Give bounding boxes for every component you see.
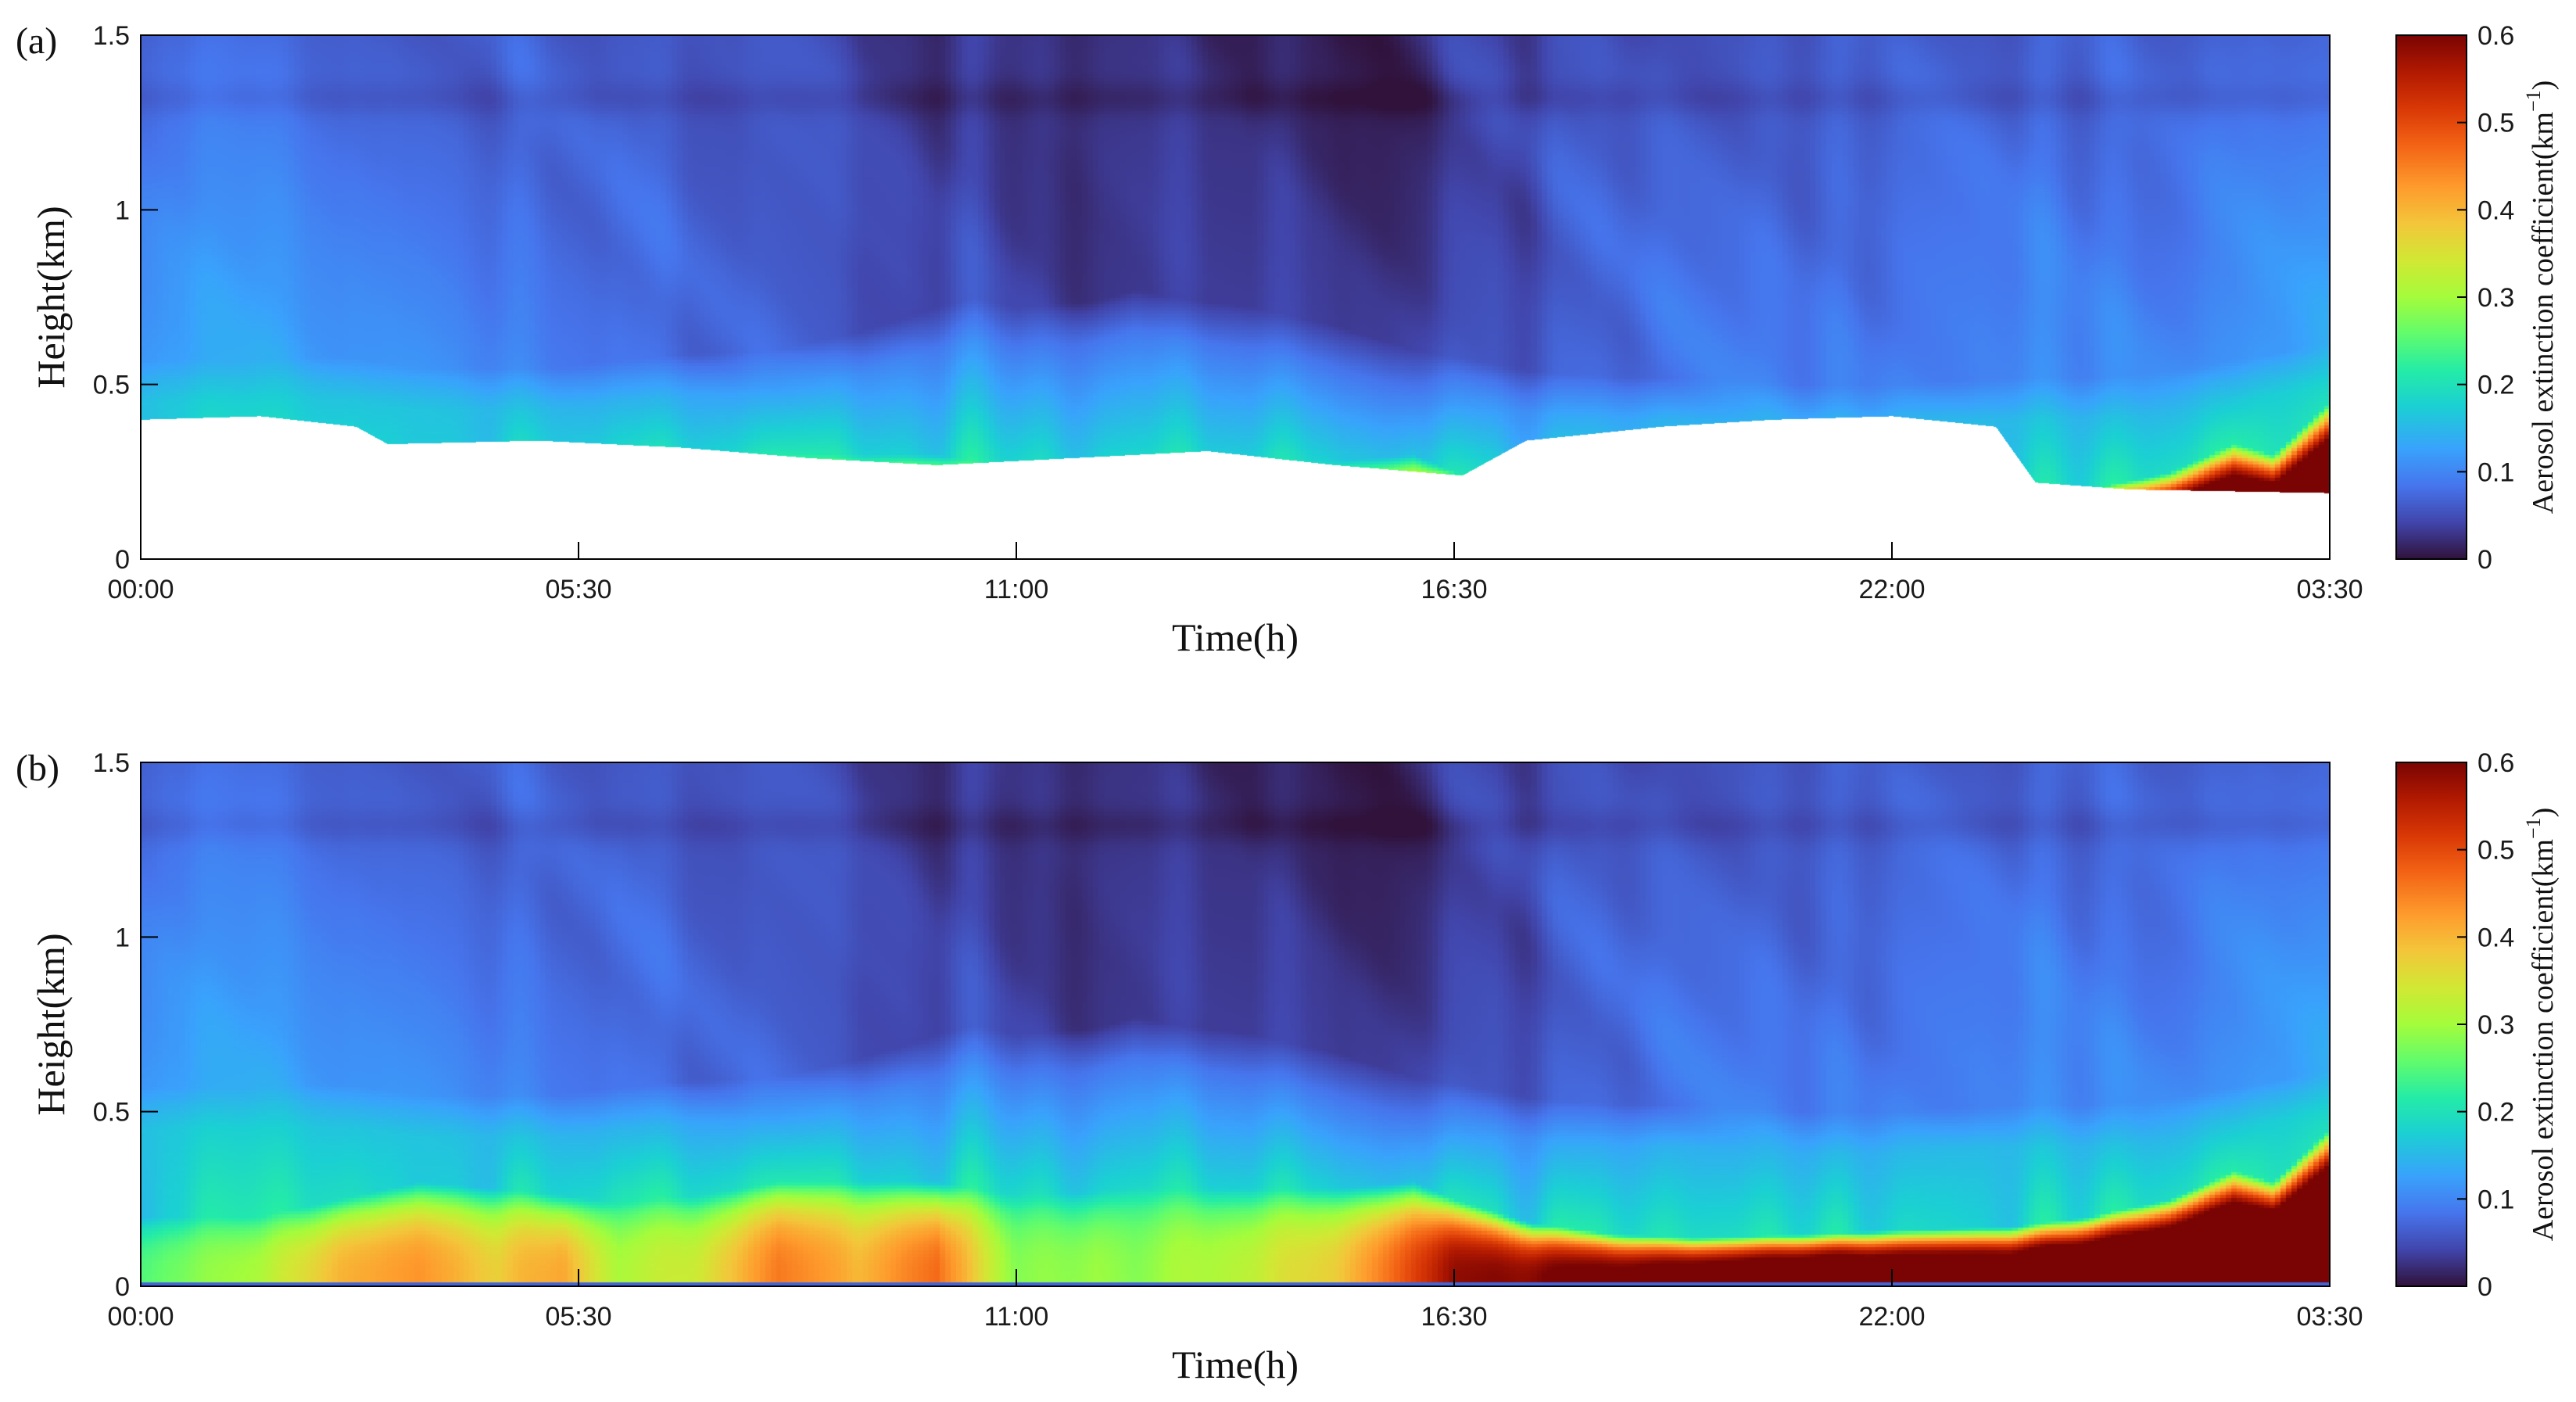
x-tick-label: 16:30 (1421, 575, 1487, 604)
colorbar-b-label-close: ) (2527, 808, 2560, 818)
x-tick-label: 11:00 (984, 1302, 1049, 1332)
x-tick-label: 22:00 (1858, 1302, 1925, 1332)
colorbar-tick-label: 0.3 (2477, 1010, 2514, 1040)
colorbar-a-label: Aerosol extinction coefficient(km−1) (2522, 81, 2560, 515)
x-tick-label: 11:00 (984, 575, 1049, 604)
y-tick-label: 1.5 (93, 748, 130, 778)
axes-a: 00:00 05:30 11:00 16:30 22:00 03:30 0 0.5 1 1.5 (93, 21, 2363, 604)
colorbar-tick-label: 0 (2477, 1272, 2492, 1302)
y-tick-label: 0 (115, 545, 130, 575)
y-axis-label-a: Height(km) (29, 206, 73, 388)
colorbar-tick-label: 0.4 (2477, 923, 2514, 952)
plot-area-b-frame (140, 762, 2331, 1287)
x-axis-label-a: Time(h) (1172, 615, 1299, 659)
x-tick-label: 00:00 (107, 575, 174, 604)
colorbar-tick-label: 0.2 (2477, 371, 2514, 400)
colorbar-tick-label: 0.1 (2477, 1185, 2514, 1214)
axes-b: 00:00 05:30 11:00 16:30 22:00 03:30 0 0.5 1 1.5 (93, 748, 2363, 1332)
colorbar-a (2395, 34, 2467, 560)
x-tick-label: 05:30 (545, 1302, 611, 1332)
x-tick-label: 16:30 (1421, 1302, 1487, 1332)
y-tick-label: 1.5 (93, 21, 130, 51)
x-tick-label: 00:00 (107, 1302, 174, 1332)
colorbar-tick-label: 0.5 (2477, 836, 2514, 866)
plot-area-a-frame (140, 34, 2331, 560)
colorbar-tick-label: 0.6 (2477, 21, 2514, 51)
colorbar-a-label-main: Aerosol extinction coefficient(km (2527, 112, 2560, 514)
y-tick-label: 0 (115, 1272, 130, 1302)
colorbar-tick-label: 0.5 (2477, 109, 2514, 138)
colorbar-b-label-main: Aerosol extinction coefficient(km (2527, 839, 2560, 1241)
colorbar-b-label-exp: −1 (2522, 817, 2545, 839)
x-tick-label: 03:30 (2296, 1302, 2363, 1332)
x-tick-label: 05:30 (545, 575, 611, 604)
y-axis-label-b: Height(km) (29, 933, 73, 1115)
x-tick-label: 22:00 (1858, 575, 1925, 604)
colorbar-a-label-close: ) (2527, 81, 2560, 91)
y-tick-label: 1 (115, 923, 130, 952)
colorbar-b-ticks: 0 0.1 0.2 0.3 0.4 0.5 0.6 (2457, 748, 2514, 1302)
colorbar-b (2395, 762, 2467, 1287)
colorbar-tick-label: 0 (2477, 545, 2492, 575)
colorbar-tick-label: 0.1 (2477, 457, 2514, 487)
x-tick-label: 03:30 (2296, 575, 2363, 604)
y-tick-label: 0.5 (93, 371, 130, 400)
colorbar-tick-label: 0.4 (2477, 195, 2514, 225)
panel-b: (b) 00:00 05:30 11:00 16:30 22:00 03:30 0 0.5 1 1… (16, 748, 2560, 1386)
heatmap-a-canvas (141, 35, 2330, 559)
x-axis-label-b: Time(h) (1172, 1343, 1299, 1386)
colorbar-tick-label: 0.2 (2477, 1098, 2514, 1128)
colorbar-tick-label: 0.3 (2477, 283, 2514, 313)
colorbar-a-ticks: 0 0.1 0.2 0.3 0.4 0.5 0.6 (2457, 21, 2514, 575)
panel-a: (a) 00:00 05:30 11:00 16:30 22:00 03:30 0 0.5 1 1… (16, 20, 2560, 659)
colorbar-tick-label: 0.6 (2477, 748, 2514, 778)
colorbar-a-label-exp: −1 (2522, 90, 2545, 112)
colorbar-b-label: Aerosol extinction coefficient(km−1) (2522, 808, 2560, 1242)
y-tick-label: 1 (115, 195, 130, 225)
heatmap-b-canvas (141, 762, 2330, 1286)
panel-b-label: (b) (16, 748, 59, 789)
panel-a-label: (a) (16, 20, 57, 62)
y-tick-label: 0.5 (93, 1098, 130, 1128)
